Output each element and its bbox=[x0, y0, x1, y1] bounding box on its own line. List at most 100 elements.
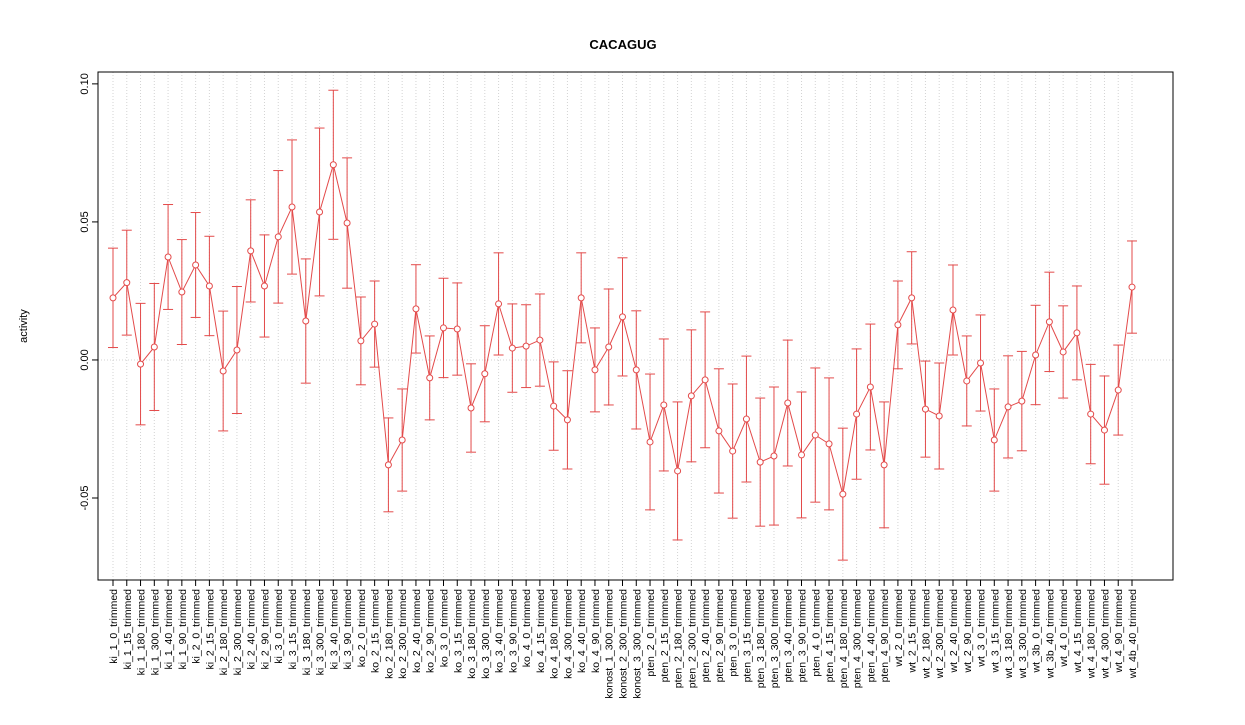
data-point bbox=[508, 344, 516, 352]
x-tick-label: ki_1_90_trimmed bbox=[177, 589, 189, 670]
data-point bbox=[164, 253, 172, 261]
data-point bbox=[770, 452, 778, 460]
x-tick-label: ko_2_180_trimmed bbox=[383, 589, 395, 679]
data-point bbox=[632, 366, 640, 374]
x-tick-label: ki_3_0_trimmed bbox=[273, 589, 285, 664]
x-tick-label: pten_3_180_trimmed bbox=[755, 589, 767, 688]
x-tick-label: ko_3_180_trimmed bbox=[466, 589, 478, 679]
x-tick-label: wt_2_0_trimmed bbox=[893, 589, 905, 668]
x-tick-label: wt_4_90_trimmed bbox=[1113, 589, 1125, 674]
data-point bbox=[219, 367, 227, 375]
x-tick-label: wt_2_300_trimmed bbox=[934, 589, 946, 679]
x-tick-label: wt_4_180_trimmed bbox=[1086, 589, 1098, 679]
x-tick-label: pten_3_90_trimmed bbox=[797, 589, 809, 683]
x-tick-label: ko_2_0_trimmed bbox=[356, 589, 368, 667]
data-point bbox=[963, 377, 971, 385]
x-tick-label: wt_4_15_trimmed bbox=[1072, 589, 1084, 674]
x-tick-label: pten_4_40_trimmed bbox=[865, 589, 877, 683]
x-tick-label: pten_4_300_trimmed bbox=[852, 589, 864, 688]
x-tick-label: pten_2_15_trimmed bbox=[659, 589, 671, 683]
x-tick-label: pten_4_180_trimmed bbox=[838, 589, 850, 688]
x-tick-label: ki_3_40_trimmed bbox=[328, 589, 340, 670]
x-tick-label: ko_4_40_trimmed bbox=[576, 589, 588, 673]
data-point bbox=[329, 161, 337, 169]
data-point bbox=[1100, 426, 1108, 434]
x-tick-label: wt_2_180_trimmed bbox=[920, 589, 932, 679]
data-point bbox=[302, 317, 310, 325]
x-tick-label: ki_3_300_trimmed bbox=[315, 589, 327, 676]
data-point bbox=[150, 343, 158, 351]
x-tick-label: pten_3_40_trimmed bbox=[783, 589, 795, 683]
data-point bbox=[1073, 329, 1081, 337]
x-tick-label: ko_3_15_trimmed bbox=[452, 589, 464, 673]
data-point bbox=[384, 461, 392, 469]
x-tick-label: wt_3b_0_trimmed bbox=[1031, 589, 1043, 674]
data-point bbox=[1087, 410, 1095, 418]
data-point bbox=[398, 436, 406, 444]
data-point bbox=[687, 392, 695, 400]
x-tick-label: pten_3_15_trimmed bbox=[741, 589, 753, 683]
x-tick-label: wt_3_300_trimmed bbox=[1017, 589, 1029, 679]
data-point bbox=[522, 342, 530, 350]
data-point bbox=[412, 305, 420, 313]
data-point bbox=[1032, 351, 1040, 359]
x-tick-label: ko_3_300_trimmed bbox=[480, 589, 492, 679]
x-tick-label: konost_2_300_trimmed bbox=[618, 589, 630, 699]
x-tick-label: wt_3b_40_trimmed bbox=[1044, 589, 1056, 679]
x-tick-label: wt_3_180_trimmed bbox=[1003, 589, 1015, 679]
x-tick-label: pten_4_15_trimmed bbox=[824, 589, 836, 683]
data-point bbox=[1004, 403, 1012, 411]
data-point bbox=[536, 336, 544, 344]
data-point bbox=[825, 440, 833, 448]
x-tick-label: ki_1_180_trimmed bbox=[136, 589, 148, 676]
x-tick-label: konost_3_300_trimmed bbox=[631, 589, 643, 699]
x-tick-label: konost_1_300_trimmed bbox=[604, 589, 616, 699]
data-point bbox=[205, 282, 213, 290]
data-point bbox=[1018, 397, 1026, 405]
x-tick-label: pten_2_40_trimmed bbox=[700, 589, 712, 683]
data-point bbox=[660, 401, 668, 409]
x-tick-label: ko_4_180_trimmed bbox=[549, 589, 561, 679]
x-tick-label: ki_1_15_trimmed bbox=[122, 589, 134, 670]
data-point bbox=[591, 366, 599, 374]
x-tick-label: ki_3_15_trimmed bbox=[287, 589, 299, 670]
data-point bbox=[866, 383, 874, 391]
data-point bbox=[908, 294, 916, 302]
data-point bbox=[1128, 283, 1136, 291]
data-point bbox=[949, 306, 957, 314]
x-tick-label: ki_2_15_trimmed bbox=[204, 589, 216, 670]
data-point bbox=[839, 490, 847, 498]
x-tick-label: pten_2_90_trimmed bbox=[714, 589, 726, 683]
data-point bbox=[742, 415, 750, 423]
x-tick-label: ki_3_90_trimmed bbox=[342, 589, 354, 670]
data-point bbox=[1059, 348, 1067, 356]
x-tick-label: ko_4_15_trimmed bbox=[535, 589, 547, 673]
data-point bbox=[880, 461, 888, 469]
x-tick-label: wt_2_40_trimmed bbox=[948, 589, 960, 674]
data-point bbox=[109, 294, 117, 302]
x-tick-label: ki_2_40_trimmed bbox=[246, 589, 258, 670]
data-point bbox=[798, 451, 806, 459]
x-tick-label: ki_2_90_trimmed bbox=[259, 589, 271, 670]
data-point bbox=[784, 399, 792, 407]
data-point bbox=[123, 279, 131, 287]
data-point bbox=[935, 412, 943, 420]
y-axis-label: activity bbox=[18, 309, 30, 343]
data-point bbox=[439, 324, 447, 332]
data-point bbox=[137, 360, 145, 368]
y-tick-label: 0.05 bbox=[79, 211, 91, 232]
x-tick-label: pten_4_0_trimmed bbox=[810, 589, 822, 677]
y-tick-label: 0.10 bbox=[79, 73, 91, 94]
data-point bbox=[715, 427, 723, 435]
x-tick-label: ko_4_90_trimmed bbox=[590, 589, 602, 673]
y-tick-label: 0.00 bbox=[79, 349, 91, 370]
x-tick-label: ko_3_90_trimmed bbox=[507, 589, 519, 673]
data-point bbox=[357, 337, 365, 345]
x-tick-label: ki_2_300_trimmed bbox=[232, 589, 244, 676]
data-point bbox=[756, 458, 764, 466]
x-tick-label: ko_4_300_trimmed bbox=[562, 589, 574, 679]
data-point bbox=[192, 261, 200, 269]
x-tick-label: pten_2_0_trimmed bbox=[645, 589, 657, 677]
x-tick-label: ko_2_40_trimmed bbox=[411, 589, 423, 673]
x-tick-label: ko_3_40_trimmed bbox=[494, 589, 506, 673]
